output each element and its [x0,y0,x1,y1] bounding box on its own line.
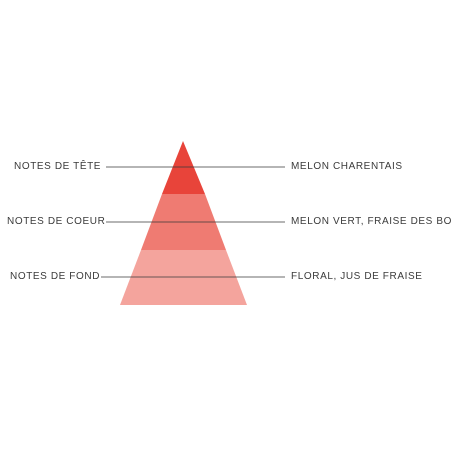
label-notes-coeur: NOTES DE COEUR [7,216,106,227]
label-notes-fond: NOTES DE FOND [10,271,101,282]
label-melon-charentais: MELON CHARENTAIS [291,161,403,172]
pyramid-tier-base [120,250,247,305]
label-floral-jus: FLORAL, JUS DE FRAISE [291,271,423,282]
label-notes-tete: NOTES DE TÊTE [14,161,102,172]
label-melon-vert-fraise: MELON VERT, FRAISE DES BOIS [291,216,452,227]
pyramid-tier-top [162,141,205,194]
